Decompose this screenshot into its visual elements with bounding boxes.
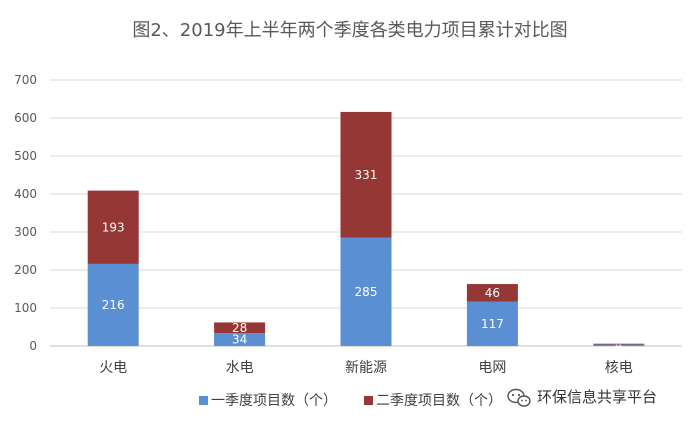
bar-segment xyxy=(87,263,139,346)
y-tick-label: 100 xyxy=(14,301,37,315)
data-label: 193 xyxy=(102,220,125,234)
bar-segment xyxy=(214,333,266,346)
bar-segment xyxy=(214,322,266,334)
watermark: 环保信息共享平台 xyxy=(507,388,657,407)
y-tick-label: 200 xyxy=(14,263,37,277)
bar-segment xyxy=(87,190,139,264)
y-tick-label: 700 xyxy=(14,73,37,87)
bar-segment xyxy=(466,301,518,346)
bar-segment xyxy=(593,344,645,346)
bar-segment xyxy=(466,284,518,302)
x-category-label: 新能源 xyxy=(345,360,387,376)
y-tick-label: 500 xyxy=(14,149,37,163)
bar-segment xyxy=(593,343,645,345)
x-category-label: 电网 xyxy=(478,360,506,376)
legend-swatch xyxy=(364,396,373,405)
legend: 一季度项目数（个） 二季度项目数（个） xyxy=(199,393,502,409)
legend-label: 二季度项目数（个） xyxy=(376,393,502,409)
data-label: 285 xyxy=(355,285,378,299)
bar-segment xyxy=(340,237,392,346)
legend-swatch xyxy=(199,396,208,405)
data-label: 216 xyxy=(102,298,125,312)
x-category-label: 水电 xyxy=(226,360,254,376)
data-label: 46 xyxy=(485,286,500,300)
chart-title: 图2、2019年上半年两个季度各类电力项目累计对比图 xyxy=(132,20,567,41)
watermark-text: 环保信息共享平台 xyxy=(537,388,657,406)
bar-segment xyxy=(340,111,392,238)
data-label: 34 xyxy=(232,333,247,347)
x-category-label: 火电 xyxy=(99,360,127,376)
data-label: 331 xyxy=(355,168,378,182)
wechat-icon xyxy=(507,388,531,407)
y-tick-label: 0 xyxy=(29,339,37,353)
x-axis: 火电 水电 新能源 电网 核电 xyxy=(99,360,633,376)
y-axis: 0 100 200 300 400 500 600 700 xyxy=(14,73,37,353)
y-tick-label: 300 xyxy=(14,225,37,239)
data-label: 28 xyxy=(232,321,247,335)
y-tick-label: 400 xyxy=(14,187,37,201)
data-label: 4 xyxy=(615,338,623,352)
y-tick-label: 600 xyxy=(14,111,37,125)
x-category-label: 核电 xyxy=(605,360,633,376)
legend-label: 一季度项目数（个） xyxy=(211,393,337,409)
data-label: 117 xyxy=(481,317,504,331)
